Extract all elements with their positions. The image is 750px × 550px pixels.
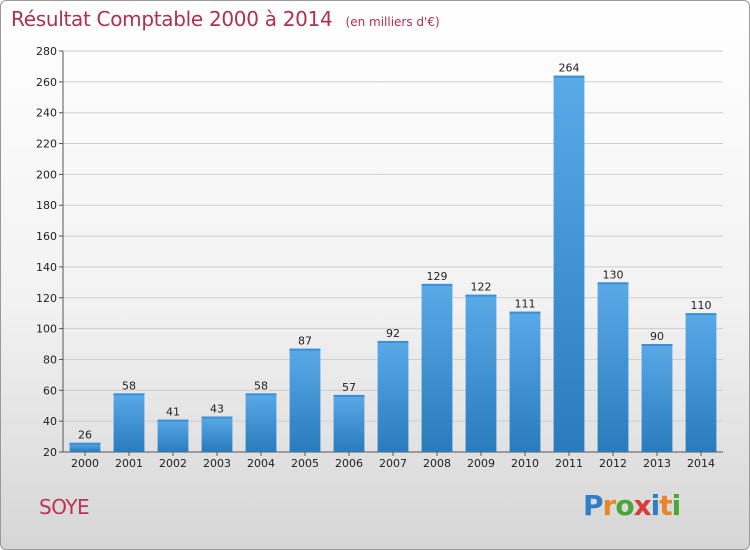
bar-top-edge (157, 419, 189, 422)
y-tick-label: 120 (36, 292, 57, 305)
x-tick-label-2008: 2008 (423, 457, 451, 470)
y-tick-label: 200 (36, 168, 57, 181)
bar-top-edge (641, 344, 673, 347)
bar-2007 (377, 340, 409, 452)
bar-2009 (465, 294, 497, 452)
tick-labels: 20 40 60 80 100 120 140 160 180 200 220 240 260 280 20… (36, 45, 715, 470)
bars (69, 75, 717, 452)
commune-name: SOYE (39, 495, 90, 519)
value-label-2010: 111 (515, 298, 536, 311)
y-tick-label: 240 (36, 107, 57, 120)
x-tick-label-2011: 2011 (555, 457, 583, 470)
chart-subtitle: (en milliers d'€) (345, 15, 440, 29)
bar-top-edge (465, 294, 497, 297)
bar-2012 (597, 282, 629, 452)
bar-2000 (69, 442, 101, 452)
bar-top-edge (597, 282, 629, 285)
bar-top-edge (553, 75, 585, 78)
bar-2014 (685, 313, 717, 452)
value-label-2009: 122 (471, 281, 492, 294)
bar-2005 (289, 348, 321, 452)
x-tick-label-2012: 2012 (599, 457, 627, 470)
bar-top-edge (685, 313, 717, 316)
x-tick-label-2003: 2003 (203, 457, 231, 470)
bar-top-edge (289, 348, 321, 351)
x-tick-label-2006: 2006 (335, 457, 363, 470)
y-tick-label: 180 (36, 199, 57, 212)
value-label-2014: 110 (691, 299, 712, 312)
bar-top-edge (377, 340, 409, 343)
bar-2010 (509, 311, 541, 452)
y-tick-label: 60 (43, 384, 57, 397)
y-tick-label: 280 (36, 45, 57, 58)
bar-2001 (113, 393, 145, 452)
bar-top-edge (333, 394, 365, 397)
value-label-2007: 92 (386, 327, 400, 340)
value-label-2003: 43 (210, 403, 224, 416)
y-tick-label: 40 (43, 415, 57, 428)
x-tick-label-2000: 2000 (71, 457, 99, 470)
bar-2006 (333, 394, 365, 452)
bar-2004 (245, 393, 277, 452)
value-label-2013: 90 (650, 330, 664, 343)
value-labels: 26 58 41 43 58 87 57 92 129 122 111 264 130 90 110 (78, 62, 712, 442)
x-tick-label-2001: 2001 (115, 457, 143, 470)
value-label-2002: 41 (166, 406, 180, 419)
bar-2003 (201, 416, 233, 452)
value-label-2005: 87 (298, 335, 312, 348)
value-label-2011: 264 (559, 62, 580, 75)
value-label-2008: 129 (427, 270, 448, 283)
x-tick-label-2010: 2010 (511, 457, 539, 470)
bar-2008 (421, 283, 453, 452)
value-label-2006: 57 (342, 381, 356, 394)
y-tick-label: 260 (36, 76, 57, 89)
y-tick-label: 140 (36, 261, 57, 274)
bar-top-edge (69, 442, 101, 445)
value-label-2000: 26 (78, 429, 92, 442)
title-row: Résultat Comptable 2000 à 2014 (en milli… (11, 7, 440, 31)
bar-top-edge (113, 393, 145, 396)
y-tick-label: 20 (43, 446, 57, 459)
bar-top-edge (509, 311, 541, 314)
y-tick-label: 160 (36, 230, 57, 243)
bar-2013 (641, 344, 673, 452)
bar-top-edge (201, 416, 233, 419)
chart-title: Résultat Comptable 2000 à 2014 (11, 7, 333, 31)
value-label-2004: 58 (254, 379, 268, 392)
x-tick-label-2007: 2007 (379, 457, 407, 470)
bar-2011 (553, 75, 585, 452)
bar-2002 (157, 419, 189, 452)
y-tick-label: 220 (36, 138, 57, 151)
value-label-2012: 130 (603, 268, 624, 281)
bar-top-edge (245, 393, 277, 396)
value-label-2001: 58 (122, 379, 136, 392)
bar-top-edge (421, 283, 453, 286)
y-tick-label: 100 (36, 323, 57, 336)
x-tick-label-2013: 2013 (643, 457, 671, 470)
x-tick-label-2004: 2004 (247, 457, 275, 470)
x-tick-label-2009: 2009 (467, 457, 495, 470)
y-tick-label: 80 (43, 353, 57, 366)
x-tick-label-2002: 2002 (159, 457, 187, 470)
x-tick-label-2014: 2014 (687, 457, 715, 470)
x-tick-label-2005: 2005 (291, 457, 319, 470)
proxiti-logo[interactable]: Proxiti (583, 489, 681, 522)
